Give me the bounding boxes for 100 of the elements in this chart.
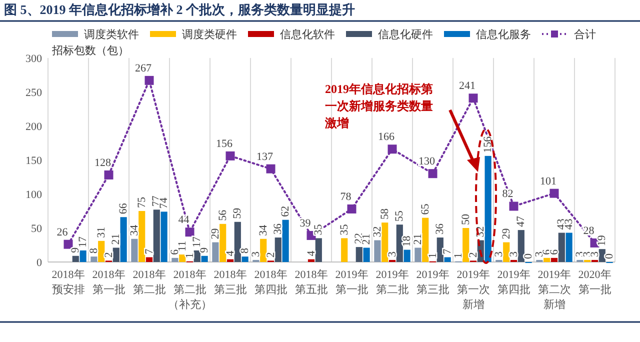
bar [518,230,524,262]
data-label: 128 [94,156,112,169]
legend-label: 信息化软件 [280,28,335,41]
data-label: 19 [596,234,608,246]
x-tick-label: 2020年第一批 [578,269,612,296]
bar [234,222,241,262]
bar [462,228,470,262]
bar [72,256,79,262]
bar [112,248,120,262]
data-label: 34 [257,224,270,236]
data-label: 82 [502,188,514,200]
y-tick-label: 50 [31,223,42,235]
bar [90,256,98,262]
y-tick-label: 0 [36,257,42,269]
bar [226,259,234,262]
data-label: 36 [272,223,284,235]
data-label: 6 [548,248,560,255]
y-tick-label: 300 [26,53,42,65]
data-label: 9 [198,246,211,253]
x-tick-label: 2018年第三批 [214,269,247,296]
data-label: 47 [515,216,528,228]
y-tick-label: 150 [26,155,42,167]
bar [414,248,422,262]
bar [179,254,186,262]
x-tick-label: 2019年第三批 [416,269,450,296]
bar [422,218,429,262]
data-label: 3 [508,250,520,257]
bar [172,258,178,262]
data-label: 8 [88,248,100,254]
annotation: 2019年信息化招标第一次新增服务类数量激增 [324,82,433,130]
point [468,94,478,103]
data-label: 34 [128,224,140,236]
bar [153,210,160,262]
bar [131,238,138,262]
x-tick-label: 2019年第一批 [335,269,368,296]
point [550,188,559,198]
data-label: 7 [442,248,454,254]
data-label: 137 [256,150,274,163]
bar [212,242,219,262]
point [64,240,73,249]
data-label: 35 [312,224,325,236]
bar [404,250,410,262]
bar [363,248,370,262]
data-label: 39 [300,217,312,230]
data-label: 2 [467,252,480,258]
data-label: 56 [216,209,229,221]
x-tick-label: 2018年第一批 [92,269,126,296]
x-tick-label: 2018年第五批 [294,269,328,296]
data-label: 2 [102,252,115,258]
data-label: 21 [412,234,424,245]
point [388,144,397,154]
data-label: 55 [394,210,406,222]
data-label: 29 [500,228,512,240]
data-label: 241 [459,80,476,92]
data-label: 21 [110,234,122,245]
data-label: 156 [482,136,494,153]
legend-label: 调度类硬件 [182,28,237,41]
data-label: 59 [232,207,244,219]
data-label: 35 [338,224,350,236]
data-label: 0 [522,253,535,259]
point [266,164,276,174]
data-label: 36 [434,223,446,235]
bar [315,238,322,262]
bar [558,232,565,262]
bar [503,242,510,262]
data-label: 31 [95,226,108,238]
y-tick-label: 100 [26,189,42,201]
point [226,151,235,160]
bar [341,238,348,262]
x-tick-label: 2019年第二批 [376,269,409,296]
data-label: 65 [419,203,432,215]
data-label: 58 [378,208,391,220]
y-tick-label: 200 [26,121,42,133]
point [185,228,194,237]
data-label: 29 [209,228,222,240]
x-tick-label: 2018年第四批 [254,269,288,296]
data-label: 8 [239,248,252,254]
legend-label: 信息化硬件 [378,28,433,41]
data-label: 9 [70,246,82,253]
bar [374,240,381,262]
bar [382,222,388,262]
bar [308,259,315,262]
data-label: 3 [250,250,262,257]
x-tick-label: 2019年第二次新增 [538,269,571,311]
x-tick-label: 2018年第二批 [132,269,166,296]
y-tick-label: 250 [26,87,42,99]
bar [220,224,226,262]
bar [120,217,127,262]
data-label: 166 [378,131,395,144]
bar [160,212,168,262]
point [104,170,114,180]
data-label: 3 [588,250,601,257]
point [509,202,518,211]
bar [282,220,289,262]
bar [201,256,208,262]
data-label: 62 [280,206,292,217]
bar [274,238,282,262]
point [347,204,356,214]
data-label: 78 [340,190,352,203]
x-tick-label: 2018年预安排 [52,269,85,296]
